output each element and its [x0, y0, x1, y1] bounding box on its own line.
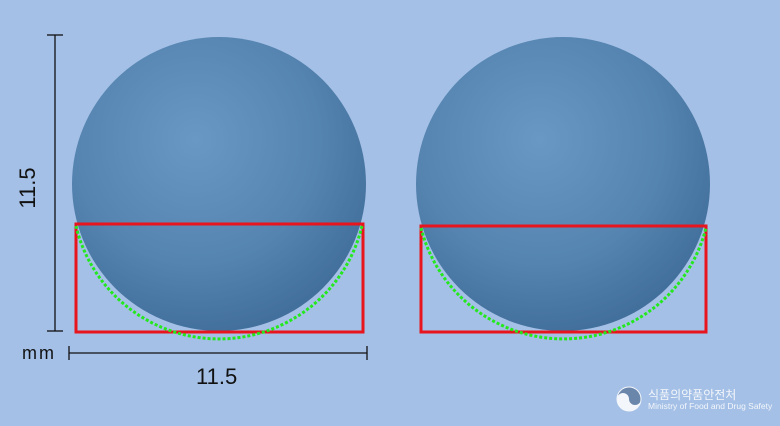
taegeuk-emblem-icon	[616, 386, 642, 412]
height-dimension-line	[47, 34, 63, 332]
unit-label: mm	[22, 343, 56, 363]
mfds-logo: 식품의약품안전처 Ministry of Food and Drug Safet…	[616, 386, 772, 416]
edge-outline	[419, 227, 708, 341]
logo-korean-text: 식품의약품안전처	[648, 388, 737, 402]
measurement-box	[74, 222, 365, 334]
pill-front	[72, 37, 366, 341]
height-label: 11.5	[15, 167, 40, 209]
measurement-box	[419, 224, 708, 334]
width-label: 11.5	[196, 364, 238, 389]
pill-back	[416, 37, 710, 341]
edge-outline	[74, 225, 364, 341]
logo-english-text: Ministry of Food and Drug Safety	[648, 401, 773, 411]
width-dimension-line	[68, 346, 368, 360]
